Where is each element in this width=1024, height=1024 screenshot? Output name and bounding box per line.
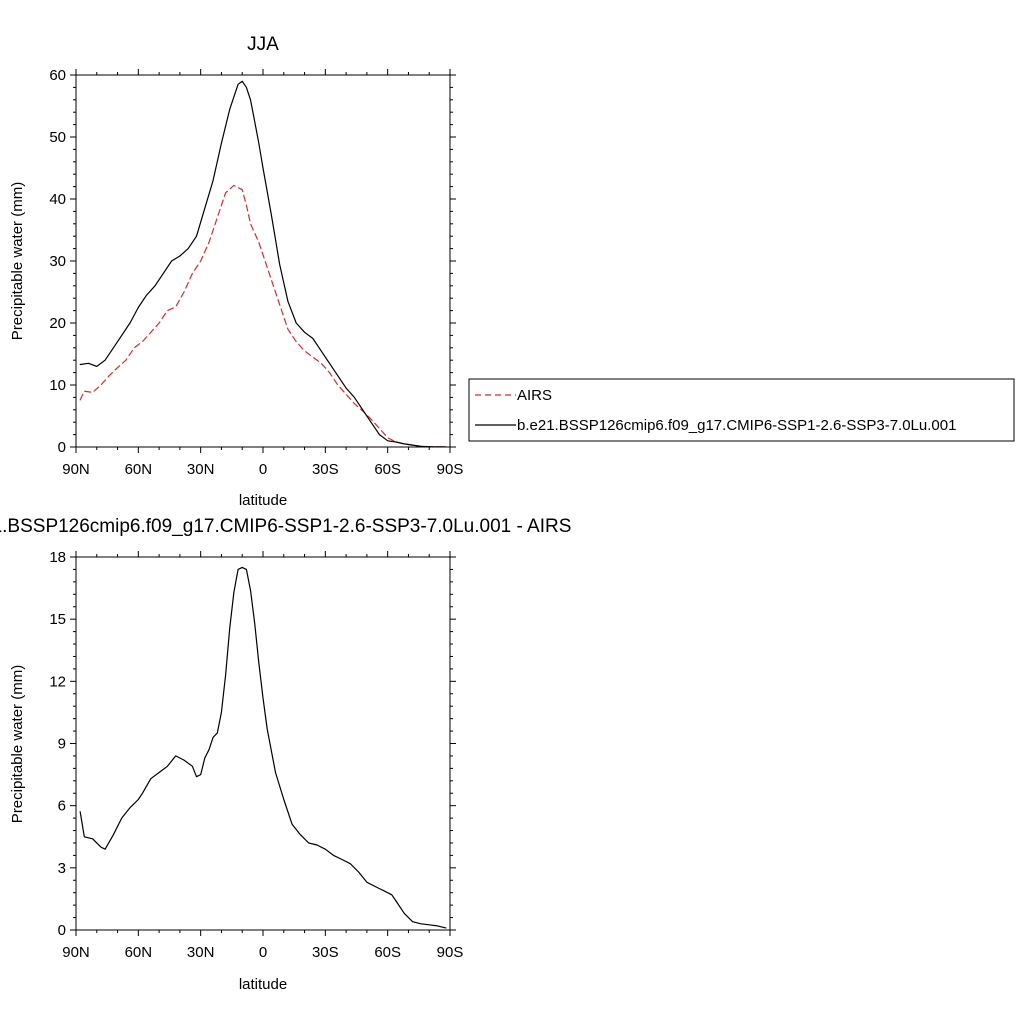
legend-box bbox=[468, 378, 1015, 442]
legend-label-airs: AIRS bbox=[517, 387, 552, 404]
bottom-chart-frame bbox=[75, 556, 451, 931]
y-tick-label: 9 bbox=[58, 736, 66, 753]
model-series-line bbox=[79, 80, 447, 448]
legend-label-model: b.e21.BSSP126cmip6.f09_g17.CMIP6-SSP1-2.… bbox=[517, 417, 956, 434]
y-tick-label: 40 bbox=[49, 191, 66, 208]
legend-item-model: b.e21.BSSP126cmip6.f09_g17.CMIP6-SSP1-2.… bbox=[475, 417, 956, 434]
x-tick-label: 30N bbox=[187, 944, 215, 961]
y-tick-label: 6 bbox=[58, 798, 66, 815]
x-tick-label: 60N bbox=[125, 461, 153, 478]
x-tick-label: 60N bbox=[125, 944, 153, 961]
x-tick-label: 30S bbox=[312, 461, 339, 478]
bottom-chart-panel: b.e21.BSSP126cmip6.f09_g17.CMIP6-SSP1-2.… bbox=[0, 516, 571, 993]
bottom-chart-ticks: 90N 60N 30N 0 30S 60S 90S 0 3 6 9 12 15 18 bbox=[49, 549, 463, 961]
x-tick-label: 0 bbox=[259, 461, 267, 478]
top-chart-frame bbox=[75, 74, 451, 448]
x-tick-label: 0 bbox=[259, 944, 267, 961]
bottom-chart-xlabel: latitude bbox=[239, 976, 287, 993]
y-tick-label: 30 bbox=[49, 253, 66, 270]
legend-item-airs: AIRS bbox=[475, 387, 552, 404]
x-tick-label: 30N bbox=[187, 461, 215, 478]
top-chart-ylabel: Precipitable water (mm) bbox=[9, 182, 26, 340]
x-tick-label: 90S bbox=[437, 944, 464, 961]
y-tick-label: 0 bbox=[58, 439, 66, 456]
difference-series-line bbox=[79, 566, 447, 929]
top-chart-series bbox=[79, 80, 447, 448]
top-chart-ticks: 90N 60N 30N 0 30S 60S 90S 0 10 20 30 40 50 60 bbox=[49, 67, 463, 478]
airs-series-line bbox=[79, 184, 447, 448]
top-chart-title: JJA bbox=[247, 34, 279, 55]
y-tick-label: 15 bbox=[49, 611, 66, 628]
x-tick-label: 30S bbox=[312, 944, 339, 961]
bottom-chart-ylabel: Precipitable water (mm) bbox=[9, 665, 26, 823]
y-tick-label: 0 bbox=[58, 922, 66, 939]
bottom-chart-title: b.e21.BSSP126cmip6.f09_g17.CMIP6-SSP1-2.… bbox=[0, 516, 571, 537]
x-tick-label: 60S bbox=[374, 461, 401, 478]
top-chart-panel: JJA Precipitable water (mm) latitude 90N… bbox=[9, 34, 463, 509]
chart-legend: AIRS b.e21.BSSP126cmip6.f09_g17.CMIP6-SS… bbox=[468, 378, 1015, 442]
x-tick-label: 90S bbox=[437, 461, 464, 478]
y-tick-label: 12 bbox=[49, 673, 66, 690]
y-tick-label: 50 bbox=[49, 129, 66, 146]
y-tick-label: 18 bbox=[49, 549, 66, 566]
top-chart-xlabel: latitude bbox=[239, 492, 287, 509]
y-tick-label: 60 bbox=[49, 67, 66, 84]
bottom-chart-series bbox=[79, 566, 447, 929]
x-tick-label: 60S bbox=[374, 944, 401, 961]
y-tick-label: 20 bbox=[49, 315, 66, 332]
y-tick-label: 10 bbox=[49, 377, 66, 394]
y-tick-label: 3 bbox=[58, 860, 66, 877]
x-tick-label: 90N bbox=[62, 461, 90, 478]
x-tick-label: 90N bbox=[62, 944, 90, 961]
